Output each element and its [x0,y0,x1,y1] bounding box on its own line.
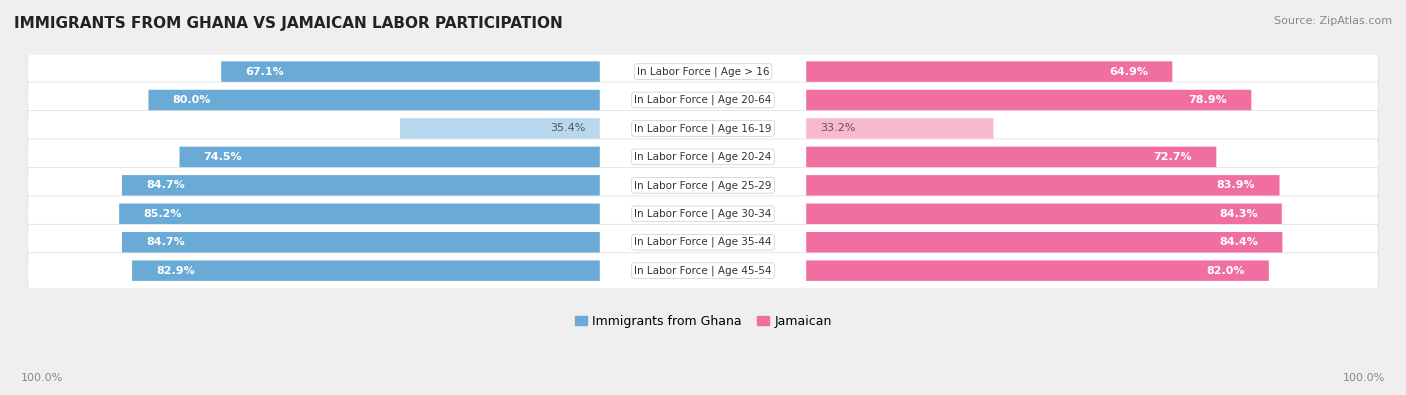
Text: 84.4%: 84.4% [1219,237,1258,247]
Text: 74.5%: 74.5% [204,152,242,162]
FancyBboxPatch shape [28,196,1378,232]
FancyBboxPatch shape [132,260,600,281]
Text: 85.2%: 85.2% [143,209,181,219]
FancyBboxPatch shape [806,61,1173,82]
Text: 82.9%: 82.9% [156,266,195,276]
Text: In Labor Force | Age 35-44: In Labor Force | Age 35-44 [634,237,772,248]
FancyBboxPatch shape [122,175,600,196]
Legend: Immigrants from Ghana, Jamaican: Immigrants from Ghana, Jamaican [569,310,837,333]
FancyBboxPatch shape [28,54,1378,90]
Text: 100.0%: 100.0% [1343,373,1385,383]
Text: 100.0%: 100.0% [21,373,63,383]
FancyBboxPatch shape [806,232,1282,252]
Text: 80.0%: 80.0% [173,95,211,105]
FancyBboxPatch shape [149,90,600,110]
FancyBboxPatch shape [806,90,1251,110]
Text: 67.1%: 67.1% [245,67,284,77]
FancyBboxPatch shape [806,118,994,139]
FancyBboxPatch shape [221,61,600,82]
FancyBboxPatch shape [28,139,1378,175]
Text: In Labor Force | Age 25-29: In Labor Force | Age 25-29 [634,180,772,191]
FancyBboxPatch shape [28,253,1378,289]
FancyBboxPatch shape [806,147,1216,167]
Text: 84.7%: 84.7% [146,237,184,247]
FancyBboxPatch shape [180,147,600,167]
FancyBboxPatch shape [401,118,600,139]
FancyBboxPatch shape [28,111,1378,147]
Text: 84.7%: 84.7% [146,181,184,190]
Text: In Labor Force | Age 30-34: In Labor Force | Age 30-34 [634,209,772,219]
Text: In Labor Force | Age 16-19: In Labor Force | Age 16-19 [634,123,772,134]
Text: 72.7%: 72.7% [1154,152,1192,162]
Text: IMMIGRANTS FROM GHANA VS JAMAICAN LABOR PARTICIPATION: IMMIGRANTS FROM GHANA VS JAMAICAN LABOR … [14,16,562,31]
Text: In Labor Force | Age 20-64: In Labor Force | Age 20-64 [634,95,772,105]
Text: In Labor Force | Age 45-54: In Labor Force | Age 45-54 [634,265,772,276]
Text: 84.3%: 84.3% [1219,209,1258,219]
Text: In Labor Force | Age > 16: In Labor Force | Age > 16 [637,66,769,77]
FancyBboxPatch shape [122,232,600,252]
Text: 33.2%: 33.2% [820,124,855,134]
Text: 78.9%: 78.9% [1188,95,1227,105]
Text: 82.0%: 82.0% [1206,266,1244,276]
FancyBboxPatch shape [120,203,600,224]
Text: 35.4%: 35.4% [551,124,586,134]
FancyBboxPatch shape [806,175,1279,196]
Text: In Labor Force | Age 20-24: In Labor Force | Age 20-24 [634,152,772,162]
FancyBboxPatch shape [806,260,1268,281]
FancyBboxPatch shape [28,82,1378,118]
FancyBboxPatch shape [28,167,1378,203]
FancyBboxPatch shape [28,224,1378,260]
FancyBboxPatch shape [806,203,1282,224]
Text: 83.9%: 83.9% [1216,181,1256,190]
Text: 64.9%: 64.9% [1109,67,1149,77]
Text: Source: ZipAtlas.com: Source: ZipAtlas.com [1274,16,1392,26]
